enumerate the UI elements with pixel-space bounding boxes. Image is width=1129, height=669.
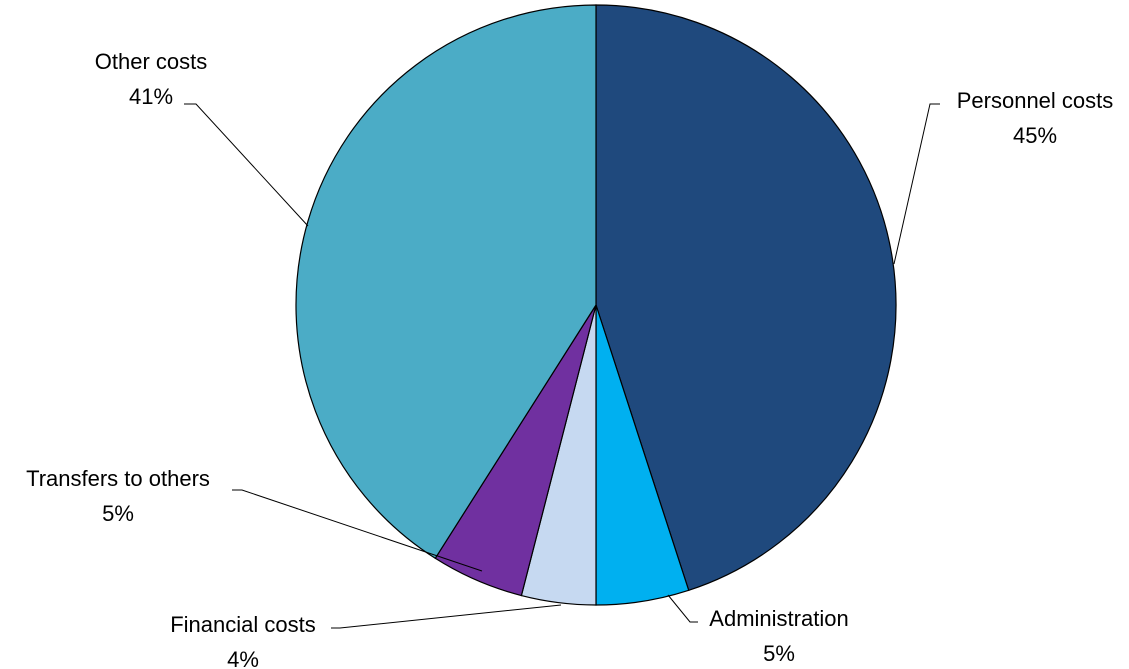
leader-line-financial-costs bbox=[331, 604, 562, 629]
label-personnel-costs-value: 45% bbox=[1013, 123, 1057, 148]
pie-slices bbox=[295, 4, 897, 606]
label-administration-name: Administration bbox=[709, 606, 848, 631]
label-financial-costs-name: Financial costs bbox=[170, 612, 316, 637]
data-labels: Personnel costs 45% Administration 5% Fi… bbox=[26, 49, 1113, 669]
leader-line-administration bbox=[667, 594, 698, 623]
label-financial-costs-value: 4% bbox=[227, 647, 259, 669]
pie-slice-other-costs bbox=[295, 4, 597, 560]
leader-lines bbox=[184, 103, 940, 629]
label-personnel-costs-name: Personnel costs bbox=[957, 88, 1114, 113]
label-other-costs-value: 41% bbox=[129, 84, 173, 109]
leader-line-transfers-to-others bbox=[232, 489, 483, 572]
label-transfers-to-others-value: 5% bbox=[102, 501, 134, 526]
label-transfers-to-others-name: Transfers to others bbox=[26, 466, 210, 491]
label-other-costs-name: Other costs bbox=[95, 49, 207, 74]
leader-line-personnel-costs bbox=[893, 103, 940, 265]
leader-line-other-costs bbox=[184, 103, 309, 227]
pie-slice-personnel-costs bbox=[595, 4, 897, 592]
label-administration-value: 5% bbox=[763, 641, 795, 666]
